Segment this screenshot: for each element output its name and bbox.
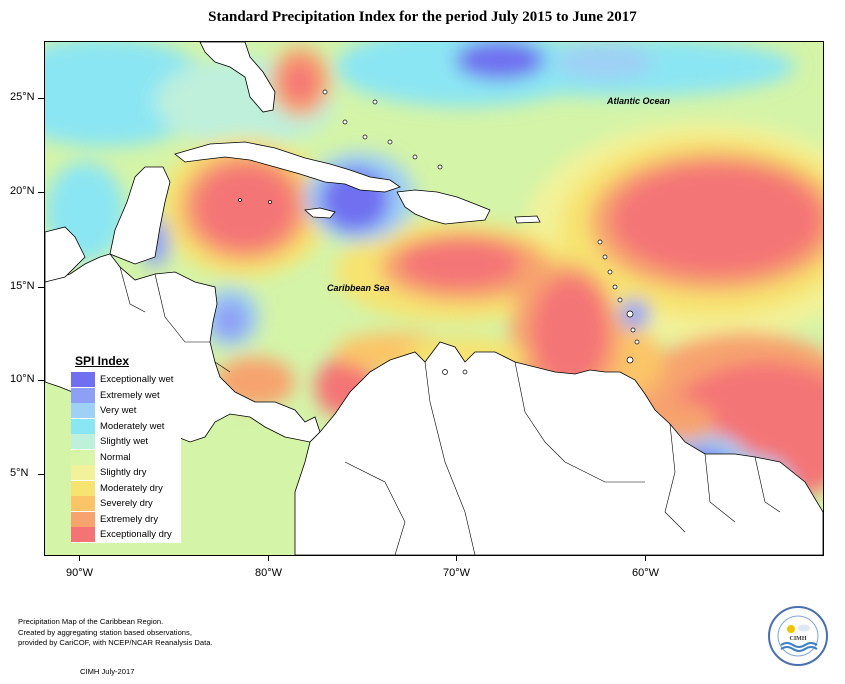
legend-item: Normal [71,449,181,466]
legend-item: Exceptionally dry [71,527,181,543]
legend-item: Very wet [71,403,181,419]
logo-text: CIMH [790,636,807,642]
caribbean-sea-label: Caribbean Sea [327,283,390,293]
legend-item: Slightly wet [71,434,181,450]
lon-tick [268,555,269,561]
lon-label-70w: 70°W [443,567,471,579]
lon-label-90w: 90°W [66,567,94,579]
lat-tick [38,380,44,381]
lat-tick [38,98,44,99]
legend-swatch [71,434,95,450]
legend-label: Slightly wet [100,436,149,448]
legend-label: Normal [100,451,131,463]
legend-swatch [71,465,95,481]
lat-label-15n: 15°N [10,280,35,292]
legend-swatch [71,511,95,527]
lon-label-80w: 80°W [255,567,283,579]
legend-swatch [71,527,95,543]
footer-line: Created by aggregating station based obs… [18,627,192,637]
legend-label: Very wet [100,405,137,417]
footer-line: Precipitation Map of the Caribbean Regio… [18,617,164,626]
legend-item: Moderately dry [71,480,181,497]
lat-tick [38,287,44,288]
cimh-logo: CIMH [767,605,829,667]
legend-swatch [71,449,95,465]
footer-credit: CIMH July-2017 [80,667,135,676]
lon-tick [645,555,646,561]
lat-label-10n: 10°N [10,373,35,385]
legend-label: Moderately wet [100,420,165,432]
legend-label: Exceptionally wet [100,374,174,386]
legend-item: Slightly dry [71,465,181,481]
spi-legend: SPI Index Exceptionally wet Extremely wet… [71,354,181,543]
legend-swatch [71,387,95,403]
legend-item: Extremely wet [71,387,181,404]
legend-label: Slightly dry [100,467,147,479]
legend-item: Extremely dry [71,511,181,528]
footer-line: provided by CariCOF, with NCEP/NCAR Rean… [18,638,213,647]
legend-swatch [71,372,95,388]
legend-label: Severely dry [100,498,153,510]
legend-label: Extremely wet [100,389,160,401]
legend-title: SPI Index [75,354,130,368]
legend-swatch [71,480,95,496]
lon-label-60w: 60°W [632,567,660,579]
legend-label: Moderately dry [100,482,163,494]
lat-label-25n: 25°N [10,91,35,103]
lat-tick [38,192,44,193]
legend-label: Exceptionally dry [100,529,172,541]
lon-tick [79,555,80,561]
lon-tick [456,555,457,561]
legend-label: Extremely dry [100,513,159,525]
lat-label-20n: 20°N [10,185,35,197]
legend-swatch [71,403,95,419]
lat-label-5n: 5°N [10,467,29,479]
atlantic-ocean-label: Atlantic Ocean [606,96,671,106]
legend-swatch [71,496,95,512]
footer-description: Precipitation Map of the Caribbean Regio… [18,617,213,649]
legend-item: Exceptionally wet [71,372,181,388]
map-title: Standard Precipitation Index for the per… [208,9,637,25]
legend-item: Moderately wet [71,418,181,435]
legend-item: Severely dry [71,496,181,512]
lat-tick [38,474,44,475]
sun-icon [787,625,795,633]
legend-swatch [71,418,95,434]
